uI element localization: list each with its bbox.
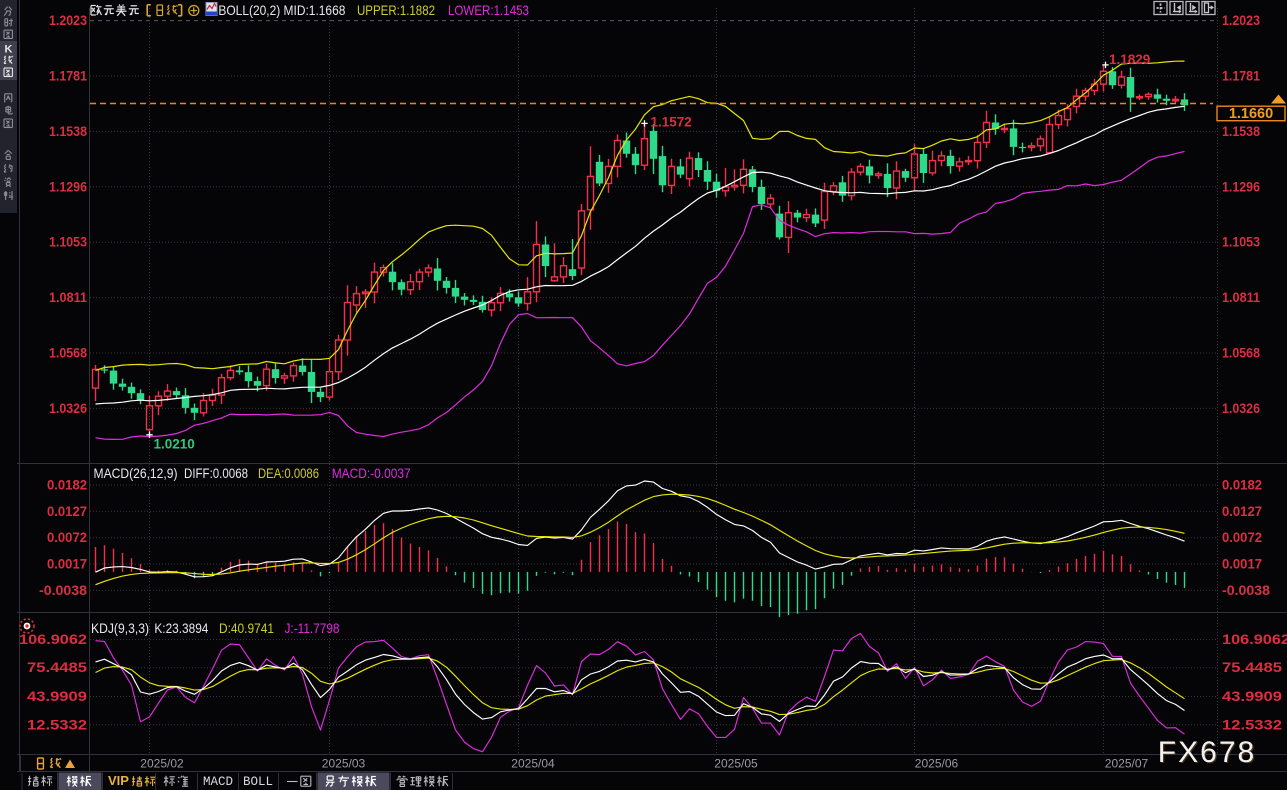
svg-text:DIFF:0.0068: DIFF:0.0068 [184,466,248,481]
svg-text:1.1296: 1.1296 [1222,179,1260,194]
svg-text:UPPER:1.1882: UPPER:1.1882 [357,3,435,18]
svg-text:1.1538: 1.1538 [1222,124,1260,139]
svg-text:75.4485: 75.4485 [1222,660,1283,675]
svg-text:1.0811: 1.0811 [49,290,87,305]
svg-text:2025/04: 2025/04 [511,757,555,771]
svg-text:43.9909: 43.9909 [27,689,87,704]
svg-text:0.0017: 0.0017 [1222,557,1262,572]
svg-text:0.0182: 0.0182 [47,478,87,493]
svg-text:2025/03: 2025/03 [322,757,366,771]
svg-text:1.0811: 1.0811 [1222,290,1260,305]
svg-text:BOLL(20,2) MID:1.1668: BOLL(20,2) MID:1.1668 [218,3,345,18]
svg-text:0.0182: 0.0182 [1222,478,1262,493]
svg-text:1.1296: 1.1296 [49,179,87,194]
svg-text:LOWER:1.1453: LOWER:1.1453 [448,3,529,18]
svg-text:KDJ(9,3,3): KDJ(9,3,3) [91,621,149,636]
svg-text:VIP: VIP [108,774,129,788]
svg-text:DEA:0.0086: DEA:0.0086 [258,466,319,481]
svg-text:-0.0038: -0.0038 [39,583,88,598]
svg-text:1.2023: 1.2023 [1222,13,1260,28]
svg-text:D:40.9741: D:40.9741 [219,621,274,636]
svg-text:K: K [5,44,13,56]
svg-text:1.1572: 1.1572 [651,114,692,129]
svg-text:12.5332: 12.5332 [27,717,87,732]
svg-text:1.1660: 1.1660 [1229,106,1273,122]
svg-text:1.1053: 1.1053 [1222,235,1260,250]
svg-text:106.9062: 106.9062 [1222,632,1287,647]
svg-text:2025/06: 2025/06 [915,757,959,771]
svg-text:106.9062: 106.9062 [19,632,87,647]
svg-text:2025/05: 2025/05 [714,757,758,771]
svg-text:1.1829: 1.1829 [1109,52,1150,67]
svg-text:1.2023: 1.2023 [49,13,87,28]
svg-text:75.4485: 75.4485 [27,660,88,675]
svg-text:-0.0038: -0.0038 [1222,583,1271,598]
svg-text:MACD:-0.0037: MACD:-0.0037 [332,466,411,481]
svg-text:2025/02: 2025/02 [140,757,184,771]
svg-text:12.5332: 12.5332 [1222,717,1282,732]
svg-text:0.0017: 0.0017 [47,557,87,572]
svg-text:1.0210: 1.0210 [154,436,195,451]
svg-text:2025/07: 2025/07 [1105,757,1149,771]
svg-text:1.1053: 1.1053 [49,235,87,250]
svg-text:MACD: MACD [203,775,233,789]
svg-text:1.1538: 1.1538 [49,124,87,139]
svg-text:FX678: FX678 [1159,737,1257,770]
svg-text:1.0326: 1.0326 [49,401,87,416]
svg-text:BOLL: BOLL [243,775,273,789]
svg-text:1.0326: 1.0326 [1222,401,1260,416]
svg-text:0.0127: 0.0127 [47,504,87,519]
svg-text:1.1781: 1.1781 [1222,69,1260,84]
svg-text:1.0568: 1.0568 [49,346,87,361]
svg-text:J:-11.7798: J:-11.7798 [285,621,340,636]
svg-text:K:23.3894: K:23.3894 [154,621,208,636]
svg-text:43.9909: 43.9909 [1222,689,1282,704]
svg-text:FX678: FX678 [1158,736,1256,769]
svg-text:1.1781: 1.1781 [49,69,87,84]
svg-text:0.0127: 0.0127 [1222,504,1262,519]
svg-text:0.0072: 0.0072 [1222,530,1262,545]
svg-text:0.0072: 0.0072 [47,530,87,545]
svg-text:1.0568: 1.0568 [1222,346,1260,361]
svg-text:MACD(26,12,9): MACD(26,12,9) [94,466,178,481]
